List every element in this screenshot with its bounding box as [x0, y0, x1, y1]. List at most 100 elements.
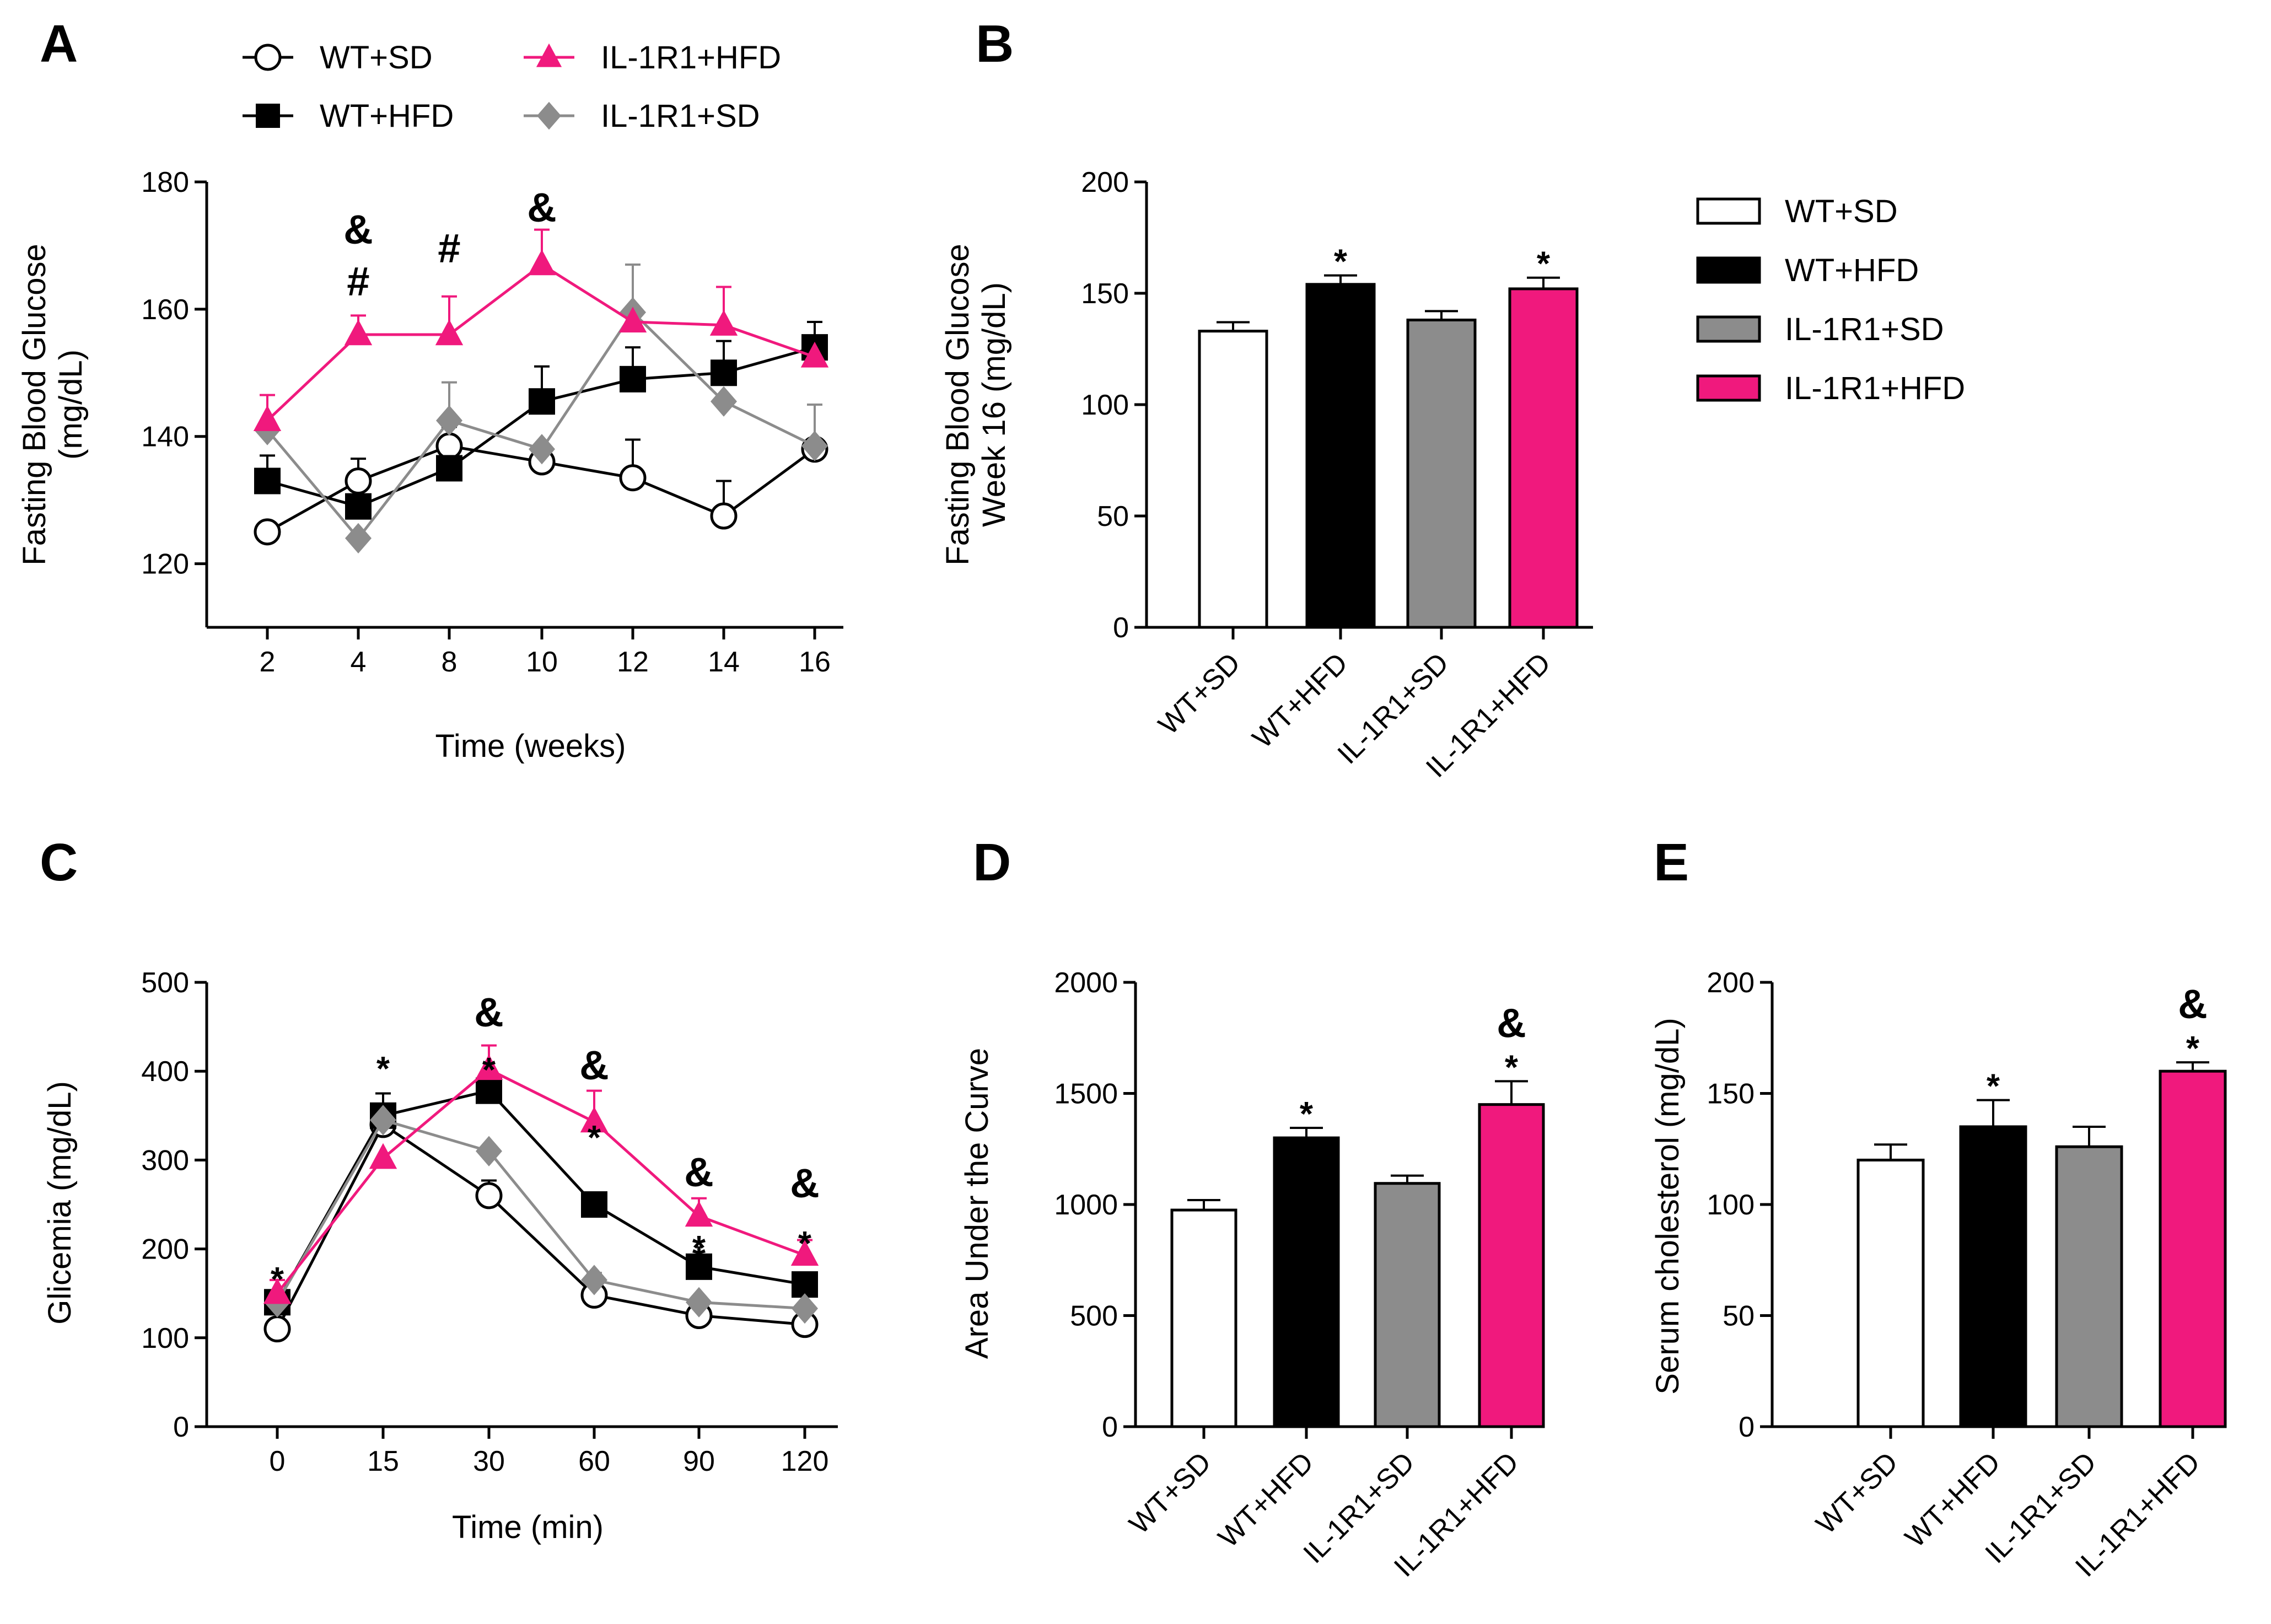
series-il-1r1-sd	[254, 264, 828, 553]
data-point	[790, 1240, 819, 1266]
significance-ampersand: &	[343, 207, 373, 252]
x-category-label: WT+SD	[1810, 1446, 1904, 1540]
y-tick-label: 0	[1739, 1411, 1755, 1443]
legend-label: WT+SD	[320, 40, 433, 76]
bar-il-1r1-hfd	[2159, 1069, 2227, 1428]
series-il-1r1-hfd	[263, 1044, 819, 1304]
bar-il-1r1-sd	[1374, 1182, 1441, 1428]
y-tick-label: 180	[141, 166, 189, 198]
x-tick-label: 15	[367, 1445, 399, 1477]
y-tick-label: 2000	[1054, 967, 1118, 999]
series-il-1r1-sd	[264, 1105, 818, 1324]
data-point	[528, 249, 556, 276]
x-tick-label: 0	[270, 1445, 286, 1477]
data-point	[475, 1182, 503, 1209]
panel-d-bar-chart: D 0 500 1000 1500 2000 Area Under the Curve WT+…	[959, 833, 1545, 1583]
x-tick-label: 4	[351, 646, 367, 678]
legend-item-wt-sd: WT+SD	[1696, 193, 1898, 229]
legend-item-il-1r1-sd: IL-1R1+SD	[524, 98, 760, 134]
y-tick-label: 200	[1081, 166, 1129, 198]
bar-wt-sd	[1170, 1208, 1237, 1428]
series-wt-hfd	[264, 1076, 818, 1316]
data-point	[370, 1105, 396, 1136]
open-circle-icon	[254, 44, 282, 71]
series-line	[276, 1118, 805, 1310]
significance-star: *	[1537, 245, 1551, 283]
data-point	[435, 432, 463, 460]
x-tick-label: 12	[617, 646, 649, 678]
legend-label: IL-1R1+SD	[601, 98, 760, 134]
x-category-label: WT+SD	[1153, 647, 1247, 741]
x-tick-label: 90	[683, 1445, 715, 1477]
data-point	[529, 434, 555, 465]
y-axis-title: Fasting Blood Glucose	[17, 244, 52, 566]
significance-star: *	[692, 1240, 706, 1278]
series-il-1r1-hfd	[253, 228, 829, 432]
y-tick-label: 500	[141, 967, 189, 999]
legend-label: WT+HFD	[320, 98, 454, 134]
data-point	[710, 502, 738, 530]
series-line	[276, 1089, 805, 1303]
bar-wt-sd	[1856, 1158, 1925, 1428]
x-axis-title: Time (min)	[452, 1509, 604, 1545]
significance-ampersand: &	[684, 1149, 713, 1195]
legend-item-il-1r1-hfd: IL-1R1+HFD	[524, 40, 781, 76]
data-point	[345, 467, 372, 495]
x-category-label: WT+SD	[1123, 1446, 1218, 1540]
significance-star: *	[2186, 1030, 2200, 1068]
x-tick-label: 14	[708, 646, 740, 678]
bar-wt-sd	[1198, 330, 1268, 629]
triangle-icon	[536, 43, 562, 67]
data-point	[344, 319, 373, 346]
bar-il-1r1-sd	[2055, 1145, 2123, 1428]
panel-label: B	[976, 14, 1014, 73]
series-line	[276, 1122, 805, 1330]
legend-label: IL-1R1+HFD	[601, 40, 781, 76]
y-tick-label: 0	[1113, 612, 1129, 644]
y-axis-title: (mg/dL)	[53, 349, 89, 460]
y-tick-label: 200	[141, 1234, 189, 1266]
legend-label: IL-1R1+HFD	[1785, 370, 1965, 406]
data-point	[436, 405, 462, 436]
x-category-label: WT+HFD	[1212, 1446, 1320, 1553]
legend-swatch	[1696, 197, 1761, 225]
data-point	[801, 431, 828, 461]
legend-a: WT+SD IL-1R1+HFD WT+HFD IL-1R1+SD	[243, 40, 781, 134]
significance-ampersand: &	[579, 1042, 609, 1088]
y-tick-label: 100	[1081, 389, 1129, 421]
panel-label: D	[973, 833, 1011, 892]
bar-il-1r1-hfd	[1478, 1103, 1545, 1428]
square-icon	[256, 104, 280, 128]
legend-swatch	[1696, 256, 1761, 284]
data-point	[619, 464, 647, 492]
legend-b: WT+SD WT+HFD IL-1R1+SD IL-1R1+HFD	[1696, 193, 1965, 406]
data-point	[253, 405, 282, 432]
data-point	[435, 319, 464, 346]
data-point	[618, 306, 647, 333]
y-tick-label: 150	[1081, 278, 1129, 310]
y-tick-label: 0	[1102, 1411, 1118, 1443]
legend-label: WT+SD	[1785, 193, 1898, 229]
significance-ampersand: &	[2178, 981, 2207, 1027]
y-axis-title: Glicemia (mg/dL)	[42, 1081, 78, 1325]
significance-star: *	[1987, 1068, 2000, 1106]
data-point	[345, 493, 372, 520]
y-tick-label: 150	[1707, 1078, 1755, 1110]
significance-ampersand: &	[527, 185, 556, 230]
panel-e-bar-chart: E 0 50 100 150 200 Serum cholesterol (mg/dL) WT…	[1650, 833, 2227, 1583]
y-tick-label: 100	[1707, 1189, 1755, 1221]
data-point	[711, 386, 737, 417]
data-point	[475, 1054, 503, 1080]
legend-item-il-1r1-sd: IL-1R1+SD	[1696, 311, 1944, 347]
panel-label: A	[40, 14, 78, 73]
significance-ampersand: &	[1497, 1000, 1526, 1046]
y-tick-label: 500	[1070, 1300, 1118, 1332]
data-point	[529, 388, 555, 415]
x-tick-label: 30	[473, 1445, 505, 1477]
significance-star: *	[588, 1119, 601, 1157]
data-point	[476, 1136, 502, 1166]
data-point	[436, 455, 462, 482]
x-tick-label: 120	[781, 1445, 829, 1477]
x-category-label: WT+HFD	[1246, 647, 1354, 754]
